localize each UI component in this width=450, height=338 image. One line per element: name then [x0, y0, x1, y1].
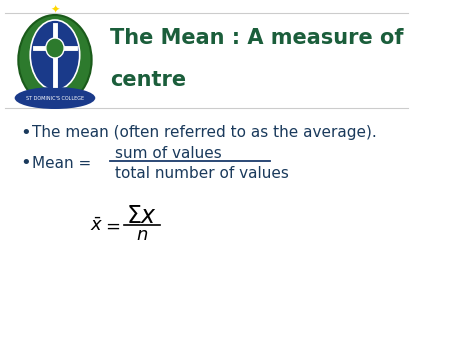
Text: $\bar{x}$: $\bar{x}$ [90, 217, 103, 235]
Ellipse shape [15, 87, 95, 109]
Ellipse shape [18, 15, 92, 105]
Ellipse shape [30, 20, 80, 90]
Text: ✦: ✦ [50, 5, 60, 15]
Text: The mean (often referred to as the average).: The mean (often referred to as the avera… [32, 125, 377, 141]
Text: $=$: $=$ [103, 217, 121, 235]
Text: The Mean : A measure of: The Mean : A measure of [110, 28, 404, 48]
Text: Mean =: Mean = [32, 155, 96, 170]
Text: •: • [20, 124, 31, 142]
Text: $n$: $n$ [136, 226, 148, 244]
Text: centre: centre [110, 70, 186, 90]
Text: ST DOMINIC'S COLLEGE: ST DOMINIC'S COLLEGE [26, 96, 84, 100]
Text: $\Sigma x$: $\Sigma x$ [126, 204, 158, 228]
Text: •: • [20, 154, 31, 172]
Text: total number of values: total number of values [114, 166, 288, 180]
Text: sum of values: sum of values [114, 145, 221, 161]
Ellipse shape [46, 38, 64, 58]
